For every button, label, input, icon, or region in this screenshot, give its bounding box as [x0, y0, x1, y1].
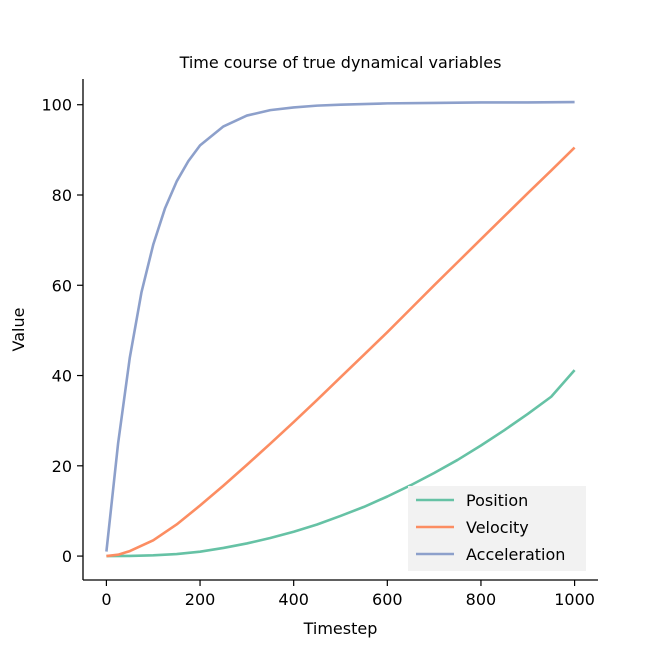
chart-title: Time course of true dynamical variables — [179, 53, 502, 72]
y-tick-label: 60 — [52, 276, 72, 295]
x-tick-label: 1000 — [554, 590, 595, 609]
legend: Position Velocity Acceleration — [408, 486, 586, 571]
y-tick-label: 20 — [52, 457, 72, 476]
x-tick-label: 200 — [185, 590, 216, 609]
x-tick-label: 400 — [278, 590, 309, 609]
legend-label-acceleration: Acceleration — [466, 545, 565, 564]
x-tick-label: 0 — [101, 590, 111, 609]
y-tick-label: 0 — [62, 547, 72, 566]
y-tick-label: 40 — [52, 367, 72, 386]
x-tick-label: 600 — [372, 590, 403, 609]
y-tick-label: 80 — [52, 186, 72, 205]
legend-label-velocity: Velocity — [466, 518, 529, 537]
series-layer — [105, 100, 576, 558]
x-axis-title: Timestep — [303, 619, 378, 638]
y-tick-label: 100 — [41, 96, 72, 115]
y-axis-title: Value — [9, 308, 28, 352]
axes-layer: 0 200 400 600 800 1000 0 20 40 60 80 100 — [41, 79, 598, 609]
series-line-position — [106, 369, 576, 558]
legend-label-position: Position — [466, 491, 528, 510]
series-line-acceleration — [105, 100, 575, 552]
series-line-velocity — [106, 146, 576, 558]
x-tick-label: 800 — [466, 590, 497, 609]
